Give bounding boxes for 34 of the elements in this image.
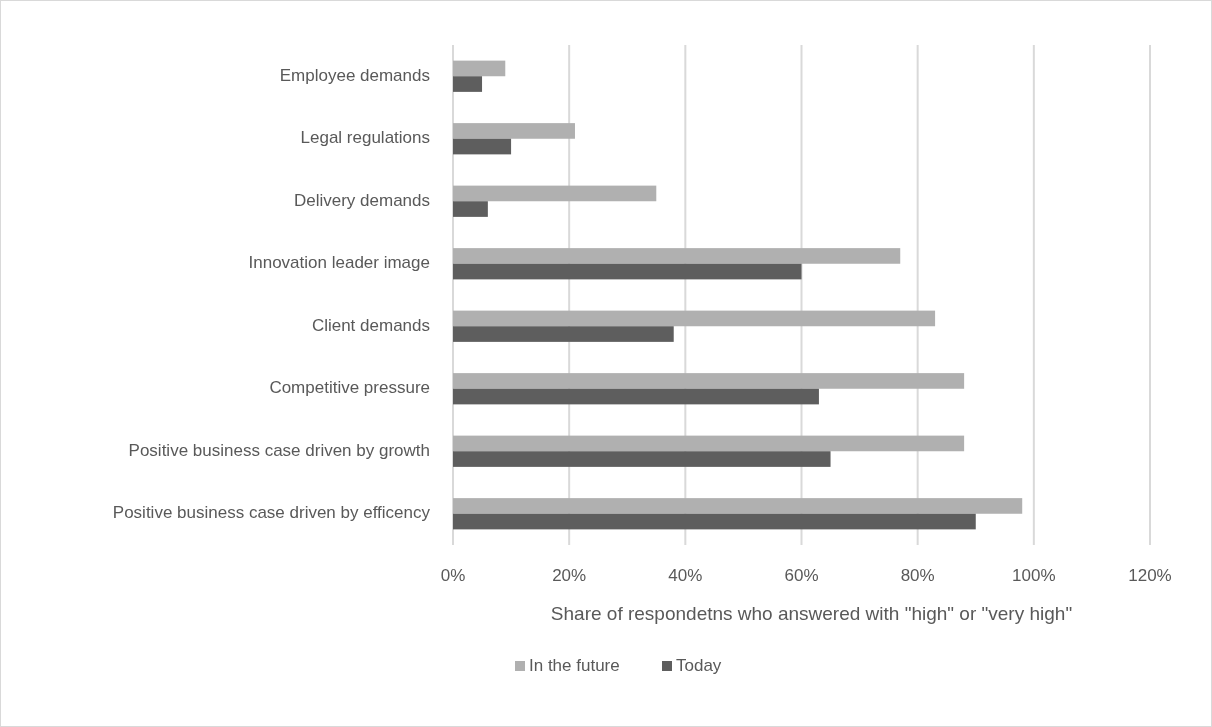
legend-label: Today bbox=[676, 656, 722, 675]
x-tick-label: 0% bbox=[440, 566, 466, 585]
x-tick-label: 20% bbox=[552, 566, 587, 585]
y-tick-label: Positive business case driven by growth bbox=[128, 440, 430, 460]
x-tick-label: 120% bbox=[1128, 566, 1172, 585]
x-axis-title: Share of respondetns who answered with "high" or "very high" bbox=[550, 603, 1073, 624]
legend-label: In the future bbox=[529, 656, 620, 675]
y-tick-label: Innovation leader image bbox=[248, 253, 430, 273]
bar bbox=[453, 310, 936, 327]
bar bbox=[453, 388, 819, 405]
bar bbox=[453, 498, 1023, 514]
y-tick-label: Legal regulations bbox=[300, 128, 430, 148]
bar bbox=[453, 185, 657, 202]
y-tick-label: Competitive pressure bbox=[269, 378, 430, 398]
bar bbox=[453, 248, 901, 264]
y-tick-label: Employee demands bbox=[279, 65, 430, 85]
y-tick-label: Positive business case driven by efficency bbox=[112, 503, 431, 523]
bar bbox=[453, 123, 575, 139]
y-tick-label: Client demands bbox=[311, 315, 430, 335]
bar bbox=[453, 451, 831, 467]
bar bbox=[453, 138, 512, 155]
x-tick-label: 40% bbox=[668, 566, 703, 585]
bar bbox=[453, 513, 976, 530]
bar bbox=[453, 326, 674, 342]
bar bbox=[453, 60, 506, 77]
y-tick-label: Delivery demands bbox=[293, 190, 430, 210]
x-tick-label: 80% bbox=[900, 566, 935, 585]
bar bbox=[453, 201, 488, 217]
bar bbox=[453, 435, 965, 452]
x-tick-label: 60% bbox=[784, 566, 819, 585]
bar bbox=[453, 76, 483, 92]
bar bbox=[453, 373, 965, 389]
bar bbox=[453, 263, 802, 280]
x-tick-label: 100% bbox=[1012, 566, 1056, 585]
